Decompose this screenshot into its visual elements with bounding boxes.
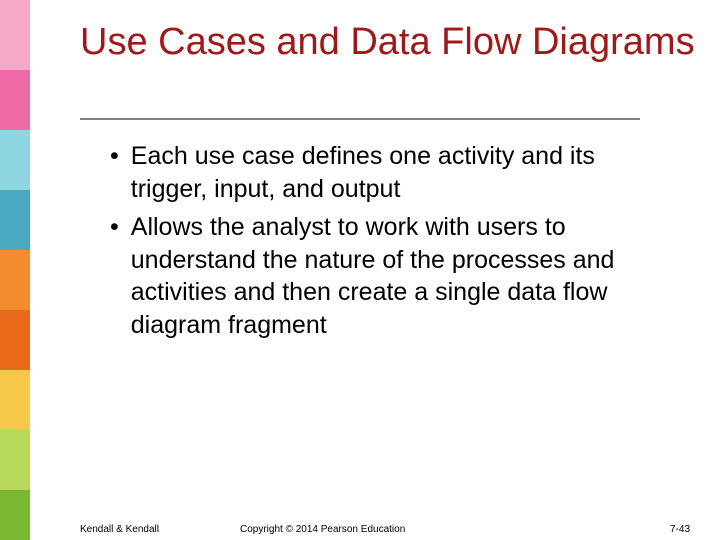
stripe-segment	[0, 250, 30, 310]
list-item: •Each use case defines one activity and …	[110, 140, 670, 205]
stripe-segment	[0, 370, 30, 430]
footer-page-number: 7-43	[670, 524, 690, 535]
bullet-list: •Each use case defines one activity and …	[110, 140, 670, 347]
bullet-text: Allows the analyst to work with users to…	[131, 211, 670, 341]
stripe-segment	[0, 490, 30, 540]
stripe-segment	[0, 310, 30, 370]
stripe-segment	[0, 130, 30, 190]
bullet-marker: •	[110, 140, 119, 205]
bullet-text: Each use case defines one activity and i…	[131, 140, 670, 205]
title-underline	[80, 118, 640, 120]
stripe-segment	[0, 190, 30, 250]
slide-title: Use Cases and Data Flow Diagrams	[80, 20, 695, 66]
bullet-marker: •	[110, 211, 119, 341]
footer-authors: Kendall & Kendall	[80, 524, 159, 535]
decorative-stripe	[0, 0, 30, 540]
list-item: •Allows the analyst to work with users t…	[110, 211, 670, 341]
stripe-segment	[0, 430, 30, 490]
stripe-segment	[0, 0, 30, 70]
stripe-segment	[0, 70, 30, 130]
footer-copyright: Copyright © 2014 Pearson Education	[240, 524, 405, 535]
